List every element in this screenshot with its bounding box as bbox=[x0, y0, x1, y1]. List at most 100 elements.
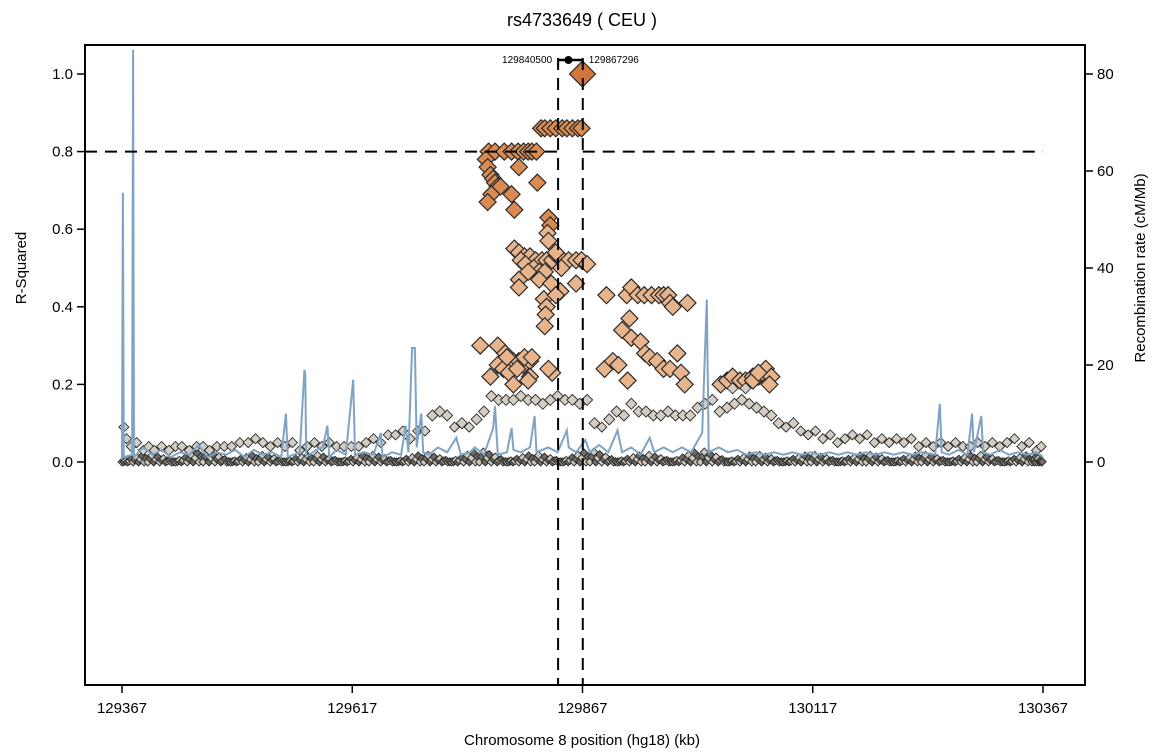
snp-point-low bbox=[876, 433, 888, 445]
plot-area: 129840500 129867296 129367 129617 129867 1301… bbox=[52, 49, 1114, 717]
snp-point bbox=[481, 367, 500, 386]
snp-point-low bbox=[986, 436, 998, 449]
snp-point-low bbox=[360, 436, 372, 449]
snp-point-low bbox=[463, 421, 475, 433]
snp-point-low bbox=[308, 436, 321, 449]
snp-point-low bbox=[477, 405, 491, 418]
snp-point-low bbox=[839, 433, 851, 445]
x-tick-label: 129867 bbox=[557, 700, 607, 717]
y-axis-title: R-Squared bbox=[13, 232, 30, 305]
snp-point-low bbox=[1035, 440, 1047, 453]
y2-tick-label: 0 bbox=[1097, 454, 1105, 471]
snp-point-low bbox=[913, 440, 925, 453]
snp-point-low bbox=[389, 429, 402, 441]
y-tick-label: 0.2 bbox=[52, 376, 73, 393]
x-axis-title: Chromosome 8 position (hg18) (kb) bbox=[464, 732, 700, 749]
snp-point-low bbox=[861, 429, 873, 441]
snp-point-low bbox=[1016, 440, 1028, 453]
snp-point bbox=[726, 382, 739, 395]
snp-point-low bbox=[603, 413, 616, 426]
snp-point-low bbox=[890, 433, 903, 445]
snp-point bbox=[539, 231, 558, 251]
snp-point-low bbox=[920, 436, 932, 449]
snp-point-low bbox=[234, 436, 246, 449]
snp-point-low bbox=[272, 436, 284, 449]
snp-point-low bbox=[455, 417, 468, 430]
y2-tick-label: 20 bbox=[1097, 357, 1114, 374]
snp-point-low bbox=[883, 436, 895, 449]
snp-point-low bbox=[905, 433, 917, 445]
snp-point bbox=[546, 243, 566, 262]
snp-point bbox=[675, 375, 695, 394]
snp-point-low bbox=[367, 433, 380, 445]
snp-point-low bbox=[1001, 436, 1013, 449]
snp-point-low bbox=[155, 440, 168, 453]
snp-point-low bbox=[824, 429, 836, 441]
snp-point-low bbox=[596, 421, 608, 433]
snp-point-low bbox=[249, 433, 262, 445]
snp-point-low bbox=[817, 433, 829, 445]
snp-point bbox=[566, 274, 586, 293]
snp-point-low bbox=[218, 440, 230, 453]
snp-point bbox=[678, 293, 697, 313]
snp-point-low bbox=[330, 440, 343, 453]
y2-tick-label: 80 bbox=[1097, 66, 1114, 83]
snp-point-low bbox=[846, 429, 858, 441]
snp-point-low bbox=[684, 409, 697, 422]
snp-point-low bbox=[802, 429, 814, 441]
snp-point-low bbox=[470, 413, 483, 426]
y-tick-label: 0.4 bbox=[52, 299, 73, 316]
snp-point bbox=[539, 359, 558, 379]
plot-frame bbox=[84, 44, 1086, 686]
snp-point bbox=[497, 347, 517, 367]
y-tick-label: 0.8 bbox=[52, 144, 73, 161]
region-end-label: 129867296 bbox=[589, 55, 639, 66]
snp-point-low bbox=[765, 409, 778, 422]
snp-point-low bbox=[795, 425, 807, 437]
y-tick-label: 1.0 bbox=[52, 66, 73, 83]
snp-point bbox=[760, 375, 779, 394]
snp-point-low bbox=[242, 436, 254, 449]
y-tick-label: 0.0 bbox=[52, 454, 73, 471]
snp-point-low bbox=[176, 440, 188, 453]
snp-point bbox=[668, 344, 687, 363]
snp-point bbox=[522, 347, 542, 367]
snp-point-low bbox=[780, 421, 792, 433]
snp-point bbox=[739, 382, 752, 395]
snp-point bbox=[572, 118, 591, 138]
snp-point bbox=[551, 258, 571, 278]
snp-point-low bbox=[949, 436, 962, 449]
snp-point-low bbox=[617, 409, 631, 422]
snp-point bbox=[504, 200, 524, 220]
x-tick-label: 129617 bbox=[327, 700, 377, 717]
snp-point-low bbox=[448, 421, 461, 433]
snp-point bbox=[509, 278, 529, 297]
y-tick-label: 0.6 bbox=[52, 221, 73, 238]
snp-point bbox=[749, 363, 768, 383]
snp-point-low bbox=[898, 436, 910, 449]
snp-point-low bbox=[809, 425, 822, 437]
snp-point-low bbox=[787, 417, 800, 430]
snp-point-low bbox=[382, 429, 394, 441]
snp-point bbox=[620, 309, 639, 328]
region-start-label: 129840500 bbox=[502, 55, 552, 66]
snp-point-low bbox=[854, 433, 866, 445]
snp-point-low bbox=[264, 440, 276, 453]
snp-point-low bbox=[868, 436, 881, 449]
snp-point-low bbox=[588, 417, 601, 430]
y2-tick-label: 40 bbox=[1097, 260, 1114, 277]
snp-point bbox=[504, 375, 523, 394]
snp-point bbox=[609, 355, 628, 375]
snp-point-low bbox=[942, 440, 954, 453]
snp-point-low bbox=[1023, 436, 1035, 449]
x-tick-label: 130367 bbox=[1018, 700, 1068, 717]
snp-point bbox=[597, 285, 616, 305]
snp-point bbox=[518, 371, 538, 390]
snp-point bbox=[509, 157, 529, 177]
snp-point-low bbox=[440, 409, 454, 422]
snp-point-low bbox=[772, 417, 785, 430]
snp-point bbox=[478, 192, 497, 212]
snp-point bbox=[528, 173, 547, 192]
snp-point-low bbox=[257, 436, 269, 449]
